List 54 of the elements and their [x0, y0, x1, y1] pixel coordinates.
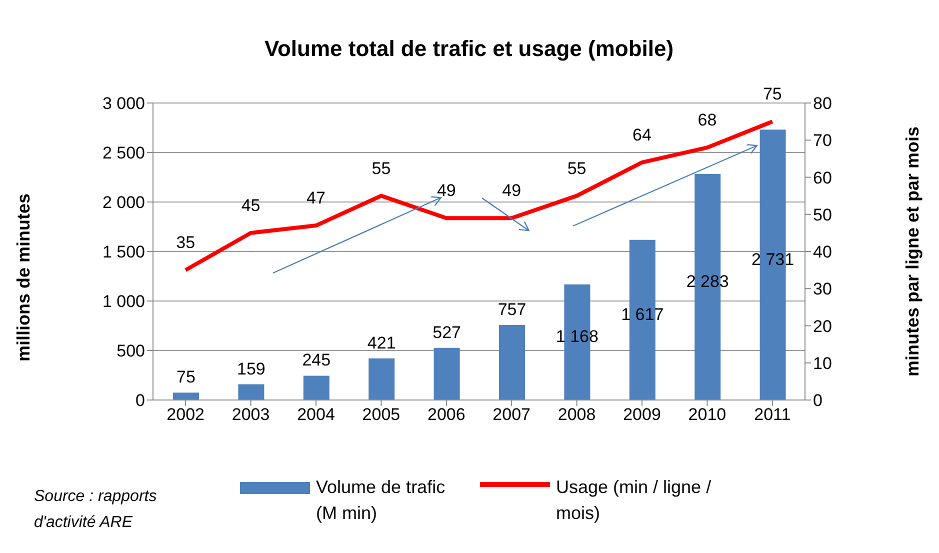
y-tick-label: 2 500: [102, 144, 145, 163]
data-label: 75: [176, 368, 196, 387]
y2-tick-label: 70: [813, 131, 832, 150]
x-tick-label: 2010: [688, 405, 726, 424]
data-label: 68: [698, 110, 717, 130]
y2-tick-label: 50: [813, 205, 832, 224]
x-tick-label: 2003: [232, 405, 270, 424]
bar: [173, 392, 199, 400]
data-label: 245: [302, 350, 331, 370]
data-label: 421: [367, 333, 396, 352]
y-tick-label: 3 000: [102, 94, 145, 114]
y2-axis-title: minutes par ligne et par mois: [902, 126, 922, 377]
data-label: 55: [372, 158, 391, 178]
bar: [368, 358, 395, 400]
x-tick-label: 2011: [754, 405, 791, 424]
bar: [434, 348, 460, 400]
y2-tick-label: 20: [813, 316, 832, 336]
y-tick-label: 1 000: [102, 292, 145, 312]
legend-label: Volume de trafic (M min): [316, 476, 446, 525]
data-label: 55: [567, 158, 586, 178]
data-label: 64: [632, 125, 652, 144]
x-tick-label: 2007: [492, 405, 531, 424]
chart-title: Volume total de trafic et usage (mobile): [263, 36, 675, 62]
y2-tick-label: 10: [813, 354, 832, 373]
data-label: 757: [498, 300, 526, 320]
data-label: 527: [432, 322, 461, 342]
data-label: 159: [237, 359, 266, 378]
y-tick-label: 1 500: [102, 242, 145, 262]
y-tick-label: 500: [116, 342, 145, 361]
x-tick-label: 2005: [362, 405, 400, 424]
y-tick-label: 2 000: [102, 193, 145, 212]
source-note: Source : rapports d'activité ARE: [34, 487, 158, 533]
bar: [499, 325, 525, 400]
x-tick-label: 2002: [166, 405, 205, 424]
bar: [303, 376, 330, 400]
y-axis-title: millions de minutes: [13, 193, 34, 362]
x-tick-label: 2008: [558, 405, 596, 424]
y2-tick-label: 60: [813, 168, 832, 188]
bar: [238, 384, 264, 400]
data-label: 35: [176, 233, 196, 252]
x-tick-label: 2006: [427, 405, 466, 424]
data-label: 75: [762, 84, 782, 104]
x-tick-label: 2009: [623, 405, 661, 424]
y2-tick-label: 30: [813, 280, 832, 299]
legend-label: Usage (min / ligne / mois): [556, 476, 712, 525]
data-label: 49: [436, 181, 456, 200]
x-tick-label: 2004: [297, 405, 335, 424]
data-label: 49: [502, 181, 522, 200]
data-label: 45: [241, 196, 260, 215]
y2-tick-label: 40: [813, 242, 832, 262]
data-label: 47: [306, 188, 326, 208]
y2-tick-label: 80: [813, 94, 832, 114]
y-tick-label: 0: [136, 391, 145, 410]
y2-tick-label: 0: [813, 391, 822, 410]
